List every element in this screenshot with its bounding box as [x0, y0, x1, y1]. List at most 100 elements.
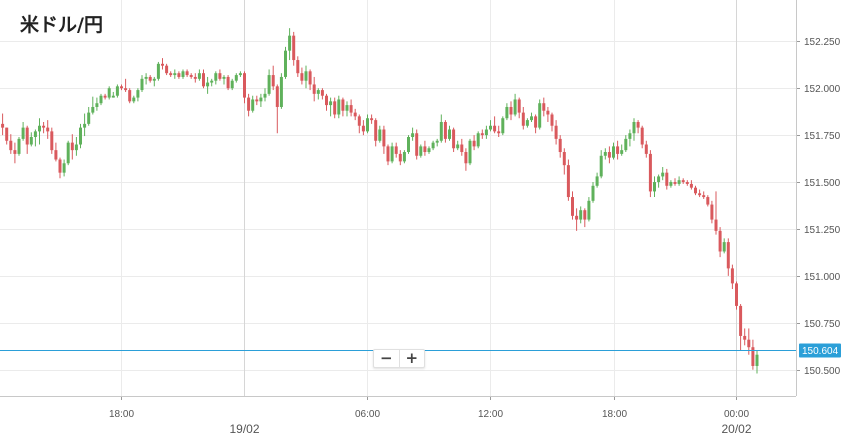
candle-body: [144, 76, 148, 79]
zoom-in-button[interactable]: +: [398, 350, 425, 367]
candle-body: [435, 140, 439, 143]
last-price-tag: [799, 343, 841, 358]
candle: [398, 150, 402, 166]
candle: [79, 123, 82, 149]
candle-body: [509, 106, 513, 115]
candle: [115, 84, 119, 98]
candle-body: [329, 101, 333, 106]
candle-body: [210, 80, 214, 83]
candle-body: [681, 180, 685, 183]
date-label: 20/02: [721, 422, 751, 436]
candle: [689, 180, 693, 190]
candle-body: [296, 60, 300, 74]
candle: [484, 125, 488, 139]
candle-body: [714, 219, 718, 231]
candle: [271, 65, 275, 91]
candle: [513, 93, 517, 117]
candle-body: [460, 144, 464, 153]
candle-body: [513, 99, 517, 115]
y-tick-label: 151.500: [804, 178, 841, 189]
candle-body: [603, 152, 607, 156]
candle-body: [87, 112, 91, 124]
candle-body: [222, 76, 226, 79]
y-tick-label: 151.750: [804, 131, 841, 142]
candle: [304, 65, 308, 89]
candle-body: [234, 75, 238, 81]
candle-body: [79, 127, 82, 145]
candle-body: [411, 133, 415, 138]
candle: [66, 140, 70, 166]
candle-body: [107, 88, 111, 98]
candle: [710, 200, 714, 224]
candle: [472, 135, 476, 151]
candle-body: [370, 118, 374, 121]
candle: [755, 350, 759, 374]
candle: [718, 227, 722, 258]
candle: [284, 46, 287, 79]
candle: [435, 138, 439, 147]
candle-body: [218, 73, 222, 79]
candle-body: [419, 146, 423, 156]
candle-body: [472, 140, 476, 147]
candle: [644, 140, 648, 158]
candle-body: [542, 103, 546, 111]
candle: [517, 97, 521, 119]
candle: [599, 150, 603, 179]
candle: [370, 114, 374, 124]
candle-body: [620, 150, 624, 154]
chart-title: 米ドル/円: [20, 14, 103, 36]
candle: [38, 118, 41, 145]
candle: [148, 75, 152, 83]
candle-body: [661, 172, 665, 177]
y-tick-label: 151.000: [804, 272, 841, 283]
candle: [579, 206, 583, 224]
candle-body: [284, 50, 287, 77]
candle: [706, 195, 710, 207]
candle-body: [70, 142, 74, 151]
candle: [161, 58, 164, 70]
candle: [415, 129, 419, 160]
candle-body: [443, 121, 447, 139]
candle: [698, 189, 702, 198]
candle: [624, 135, 628, 153]
candle-body: [427, 148, 431, 153]
candle-body: [243, 73, 246, 98]
y-tick-label: 151.250: [804, 225, 841, 236]
candle-body: [612, 146, 615, 158]
candle-body: [452, 129, 456, 149]
candle-body: [111, 95, 115, 98]
candle-body: [58, 159, 62, 173]
candle: [628, 129, 632, 147]
candle: [558, 135, 562, 158]
candle-body: [46, 127, 50, 132]
candle-body: [632, 121, 636, 134]
candle: [739, 304, 743, 351]
candle: [29, 132, 33, 147]
candle-body: [124, 88, 128, 91]
candle: [279, 73, 283, 109]
candle: [521, 106, 525, 130]
zoom-out-button[interactable]: −: [379, 349, 393, 367]
candle-body: [484, 129, 488, 136]
candle: [337, 95, 341, 119]
candle-body: [33, 131, 37, 138]
candle: [140, 75, 144, 92]
candle: [238, 71, 242, 77]
candle-body: [156, 63, 160, 79]
candle: [677, 176, 681, 186]
candle: [193, 73, 197, 83]
candle: [468, 138, 472, 166]
candle-body: [38, 125, 41, 132]
candle-body: [673, 182, 677, 184]
candle: [493, 116, 497, 134]
candle: [222, 75, 226, 85]
candle-body: [316, 90, 320, 94]
candle: [456, 140, 460, 151]
candle-body: [386, 146, 390, 162]
candle: [185, 69, 189, 77]
candle-body: [115, 86, 119, 96]
candle-body: [575, 215, 579, 220]
candle-body: [9, 140, 13, 151]
